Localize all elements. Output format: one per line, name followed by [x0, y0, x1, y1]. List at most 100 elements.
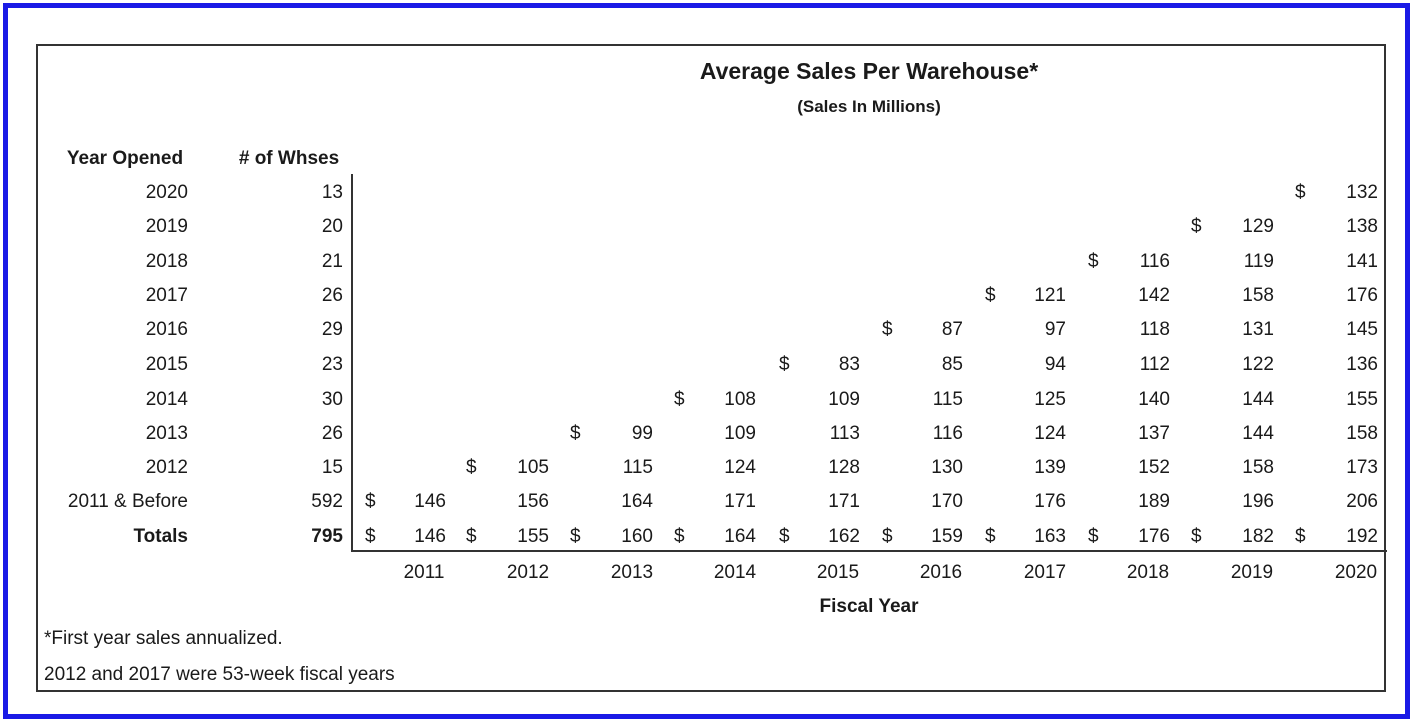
- currency-symbol: $: [1088, 251, 1099, 272]
- currency-symbol: $: [365, 526, 376, 547]
- row-year-opened: 2014: [145, 389, 188, 410]
- row-year-opened: 2011 & Before: [67, 491, 188, 512]
- totals-value-cell: 155: [517, 526, 549, 547]
- currency-symbol: $: [570, 423, 581, 444]
- fiscal-year-label: 2012: [506, 562, 550, 583]
- sales-value-cell: 170: [931, 491, 963, 512]
- sales-value-cell: 137: [1138, 423, 1170, 444]
- sales-value-cell: 144: [1242, 423, 1274, 444]
- totals-value-cell: 162: [828, 526, 860, 547]
- sales-value-cell: 158: [1346, 423, 1378, 444]
- currency-symbol: $: [466, 457, 477, 478]
- totals-value-cell: 192: [1346, 526, 1378, 547]
- row-whse-count: 592: [311, 491, 343, 512]
- sales-value-cell: 130: [931, 457, 963, 478]
- currency-symbol: $: [466, 526, 477, 547]
- sales-value-cell: 155: [1346, 389, 1378, 410]
- sales-value-cell: 131: [1242, 319, 1274, 340]
- sales-value-cell: 83: [838, 354, 860, 375]
- currency-symbol: $: [1295, 182, 1306, 203]
- blue-outer-frame: [3, 3, 1410, 719]
- currency-symbol: $: [985, 285, 996, 306]
- currency-symbol: $: [570, 526, 581, 547]
- sales-value-cell: 176: [1346, 285, 1378, 306]
- row-year-opened: 2017: [145, 285, 188, 306]
- row-whse-count: 30: [321, 389, 343, 410]
- sales-value-cell: 158: [1242, 285, 1274, 306]
- row-year-opened: 2019: [145, 216, 188, 237]
- sales-value-cell: 109: [724, 423, 756, 444]
- sales-value-cell: 94: [1044, 354, 1066, 375]
- sales-value-cell: 124: [1034, 423, 1066, 444]
- totals-label: Totals: [133, 526, 188, 547]
- fiscal-year-label: 2016: [919, 562, 963, 583]
- totals-value-cell: 163: [1034, 526, 1066, 547]
- totals-value-cell: 159: [931, 526, 963, 547]
- sales-value-cell: 85: [941, 354, 963, 375]
- totals-value-cell: 146: [414, 526, 446, 547]
- sales-value-cell: 108: [724, 389, 756, 410]
- sales-value-cell: 97: [1044, 319, 1066, 340]
- sales-value-cell: 112: [1139, 354, 1170, 375]
- fiscal-year-label: 2014: [713, 562, 757, 583]
- sales-value-cell: 176: [1034, 491, 1066, 512]
- page-subtitle: (Sales In Millions): [797, 97, 941, 116]
- header-year-opened: Year Opened: [66, 148, 184, 169]
- currency-symbol: $: [1191, 526, 1202, 547]
- currency-symbol: $: [1295, 526, 1306, 547]
- row-year-opened: 2018: [145, 251, 188, 272]
- sales-value-cell: 171: [724, 491, 756, 512]
- sales-value-cell: 109: [828, 389, 860, 410]
- sales-value-cell: 145: [1346, 319, 1378, 340]
- currency-symbol: $: [882, 319, 893, 340]
- row-whse-count: 13: [321, 182, 343, 203]
- sales-value-cell: 189: [1138, 491, 1170, 512]
- sales-value-cell: 128: [828, 457, 860, 478]
- currency-symbol: $: [882, 526, 893, 547]
- sales-value-cell: 138: [1346, 216, 1378, 237]
- currency-symbol: $: [1191, 216, 1202, 237]
- sales-value-cell: 119: [1243, 251, 1274, 272]
- fiscal-year-label: 2015: [816, 562, 860, 583]
- sales-value-cell: 115: [622, 457, 653, 478]
- x-axis-label: Fiscal Year: [819, 596, 919, 617]
- sales-value-cell: 118: [1139, 319, 1170, 340]
- page-title: Average Sales Per Warehouse*: [699, 58, 1039, 84]
- row-year-opened: 2012: [145, 457, 188, 478]
- currency-symbol: $: [674, 526, 685, 547]
- sales-value-cell: 115: [932, 389, 963, 410]
- sales-value-cell: 105: [517, 457, 549, 478]
- sales-value-cell: 164: [621, 491, 653, 512]
- fiscal-year-label: 2019: [1230, 562, 1274, 583]
- sales-value-cell: 144: [1242, 389, 1274, 410]
- horizontal-divider: [351, 550, 1387, 552]
- fiscal-year-label: 2011: [403, 562, 445, 583]
- sales-value-cell: 196: [1242, 491, 1274, 512]
- row-whse-count: 23: [321, 354, 343, 375]
- sales-value-cell: 129: [1242, 216, 1274, 237]
- sales-value-cell: 116: [932, 423, 963, 444]
- currency-symbol: $: [1088, 526, 1099, 547]
- sales-value-cell: 139: [1034, 457, 1066, 478]
- sales-value-cell: 171: [828, 491, 860, 512]
- sales-value-cell: 140: [1138, 389, 1170, 410]
- sales-value-cell: 124: [724, 457, 756, 478]
- totals-value-cell: 164: [724, 526, 756, 547]
- totals-whse-count: 795: [311, 526, 343, 547]
- fiscal-year-label: 2020: [1334, 562, 1378, 583]
- vertical-divider: [351, 174, 353, 552]
- sales-value-cell: 152: [1138, 457, 1170, 478]
- footnote-2: 2012 and 2017 were 53-week fiscal years: [44, 664, 395, 685]
- sales-value-cell: 99: [631, 423, 653, 444]
- row-whse-count: 29: [321, 319, 343, 340]
- row-year-opened: 2015: [145, 354, 188, 375]
- sales-value-cell: 142: [1138, 285, 1170, 306]
- currency-symbol: $: [779, 354, 790, 375]
- row-year-opened: 2020: [145, 182, 188, 203]
- row-year-opened: 2016: [145, 319, 188, 340]
- fiscal-year-label: 2018: [1126, 562, 1170, 583]
- currency-symbol: $: [365, 491, 376, 512]
- inner-table-frame: [36, 44, 1386, 692]
- sales-value-cell: 206: [1346, 491, 1378, 512]
- header-num-whses: # of Whses: [238, 148, 340, 169]
